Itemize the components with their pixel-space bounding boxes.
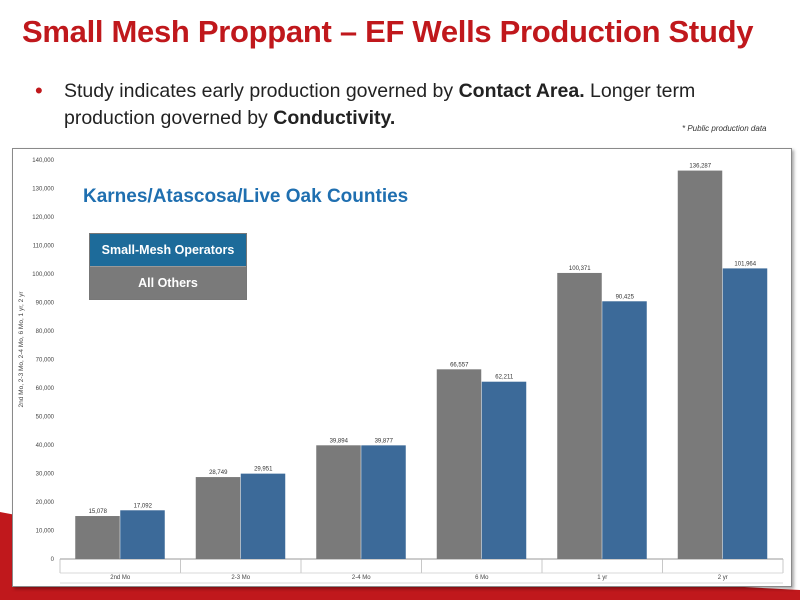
- data-label: 28,749: [209, 470, 228, 476]
- chart-frame: 0 10,000 20,000 30,000 40,000 50,000 60,000 70,…: [12, 148, 792, 587]
- y-tick-label: 20,000: [36, 500, 55, 506]
- y-tick-label: 130,000: [32, 187, 54, 193]
- data-label: 39,894: [330, 438, 349, 444]
- data-label: 136,287: [689, 164, 711, 170]
- legend-item-small-mesh: Small-Mesh Operators: [90, 234, 246, 267]
- bar-small-mesh: [361, 445, 406, 559]
- data-label: 39,877: [375, 438, 394, 444]
- y-tick-label: 80,000: [36, 329, 55, 335]
- y-tick-label: 10,000: [36, 529, 55, 535]
- data-label: 90,425: [616, 294, 635, 300]
- bar-all-others: [316, 445, 361, 559]
- bar-small-mesh: [722, 268, 768, 559]
- page-title: Small Mesh Proppant – EF Wells Productio…: [22, 14, 754, 49]
- bullet-text-2: Longer term production governed by: [64, 80, 696, 129]
- y-tick-label: 0: [51, 557, 55, 563]
- x-tick-label: 2nd Mo: [110, 575, 131, 581]
- data-label: 17,092: [134, 503, 153, 509]
- bar-all-others: [436, 369, 482, 559]
- data-label: 62,211: [495, 375, 514, 381]
- x-tick-label: 2-4 Mo: [352, 575, 371, 581]
- bar-all-others: [677, 170, 723, 560]
- y-tick-label: 40,000: [36, 443, 55, 449]
- y-tick-label: 90,000: [36, 301, 55, 307]
- legend-item-all-others: All Others: [90, 267, 246, 299]
- y-tick-label: 70,000: [36, 358, 55, 364]
- data-source-note: * Public production data: [682, 124, 767, 133]
- bar-all-others: [557, 272, 602, 559]
- bar-chart: 0 10,000 20,000 30,000 40,000 50,000 60,000 70,…: [18, 158, 784, 584]
- y-tick-label: 50,000: [36, 415, 55, 421]
- bar-all-others: [195, 477, 241, 559]
- data-label: 29,951: [254, 467, 273, 473]
- y-tick-label: 60,000: [36, 386, 55, 392]
- x-tick-label: 1 yr: [597, 575, 607, 581]
- x-tick-label: 2-3 Mo: [231, 575, 250, 581]
- chart-title: Karnes/Atascosa/Live Oak Counties: [83, 186, 409, 207]
- y-tick-label: 100,000: [32, 272, 54, 278]
- data-label: 100,371: [569, 266, 591, 272]
- bullet-text: Study indicates early production governe…: [64, 78, 764, 132]
- bar-small-mesh: [602, 301, 647, 559]
- y-tick-label: 120,000: [32, 215, 54, 221]
- bullet-dot: •: [35, 78, 43, 103]
- bullet-bold-1: Contact Area.: [458, 80, 585, 102]
- y-tick-label: 30,000: [36, 472, 55, 478]
- y-tick-label: 140,000: [32, 158, 54, 164]
- y-tick-label: 110,000: [33, 244, 55, 250]
- bar-small-mesh: [481, 381, 527, 559]
- data-label: 101,964: [734, 261, 756, 267]
- bar-small-mesh: [120, 510, 165, 559]
- data-label: 15,078: [89, 509, 108, 515]
- legend: Small-Mesh Operators All Others: [89, 233, 247, 300]
- x-tick-label: 6 Mo: [475, 575, 489, 581]
- bar-small-mesh: [240, 473, 286, 559]
- bullet-bold-2: Conductivity.: [273, 107, 396, 129]
- data-label: 66,557: [450, 362, 469, 368]
- x-tick-label: 2 yr: [718, 575, 728, 581]
- bar-all-others: [75, 516, 120, 559]
- bullet-text-1: Study indicates early production governe…: [64, 80, 459, 102]
- y-axis-label: 2nd Mo, 2-3 Mo, 2-4 Mo, 6 Mo, 1 yr, 2 yr: [18, 291, 25, 408]
